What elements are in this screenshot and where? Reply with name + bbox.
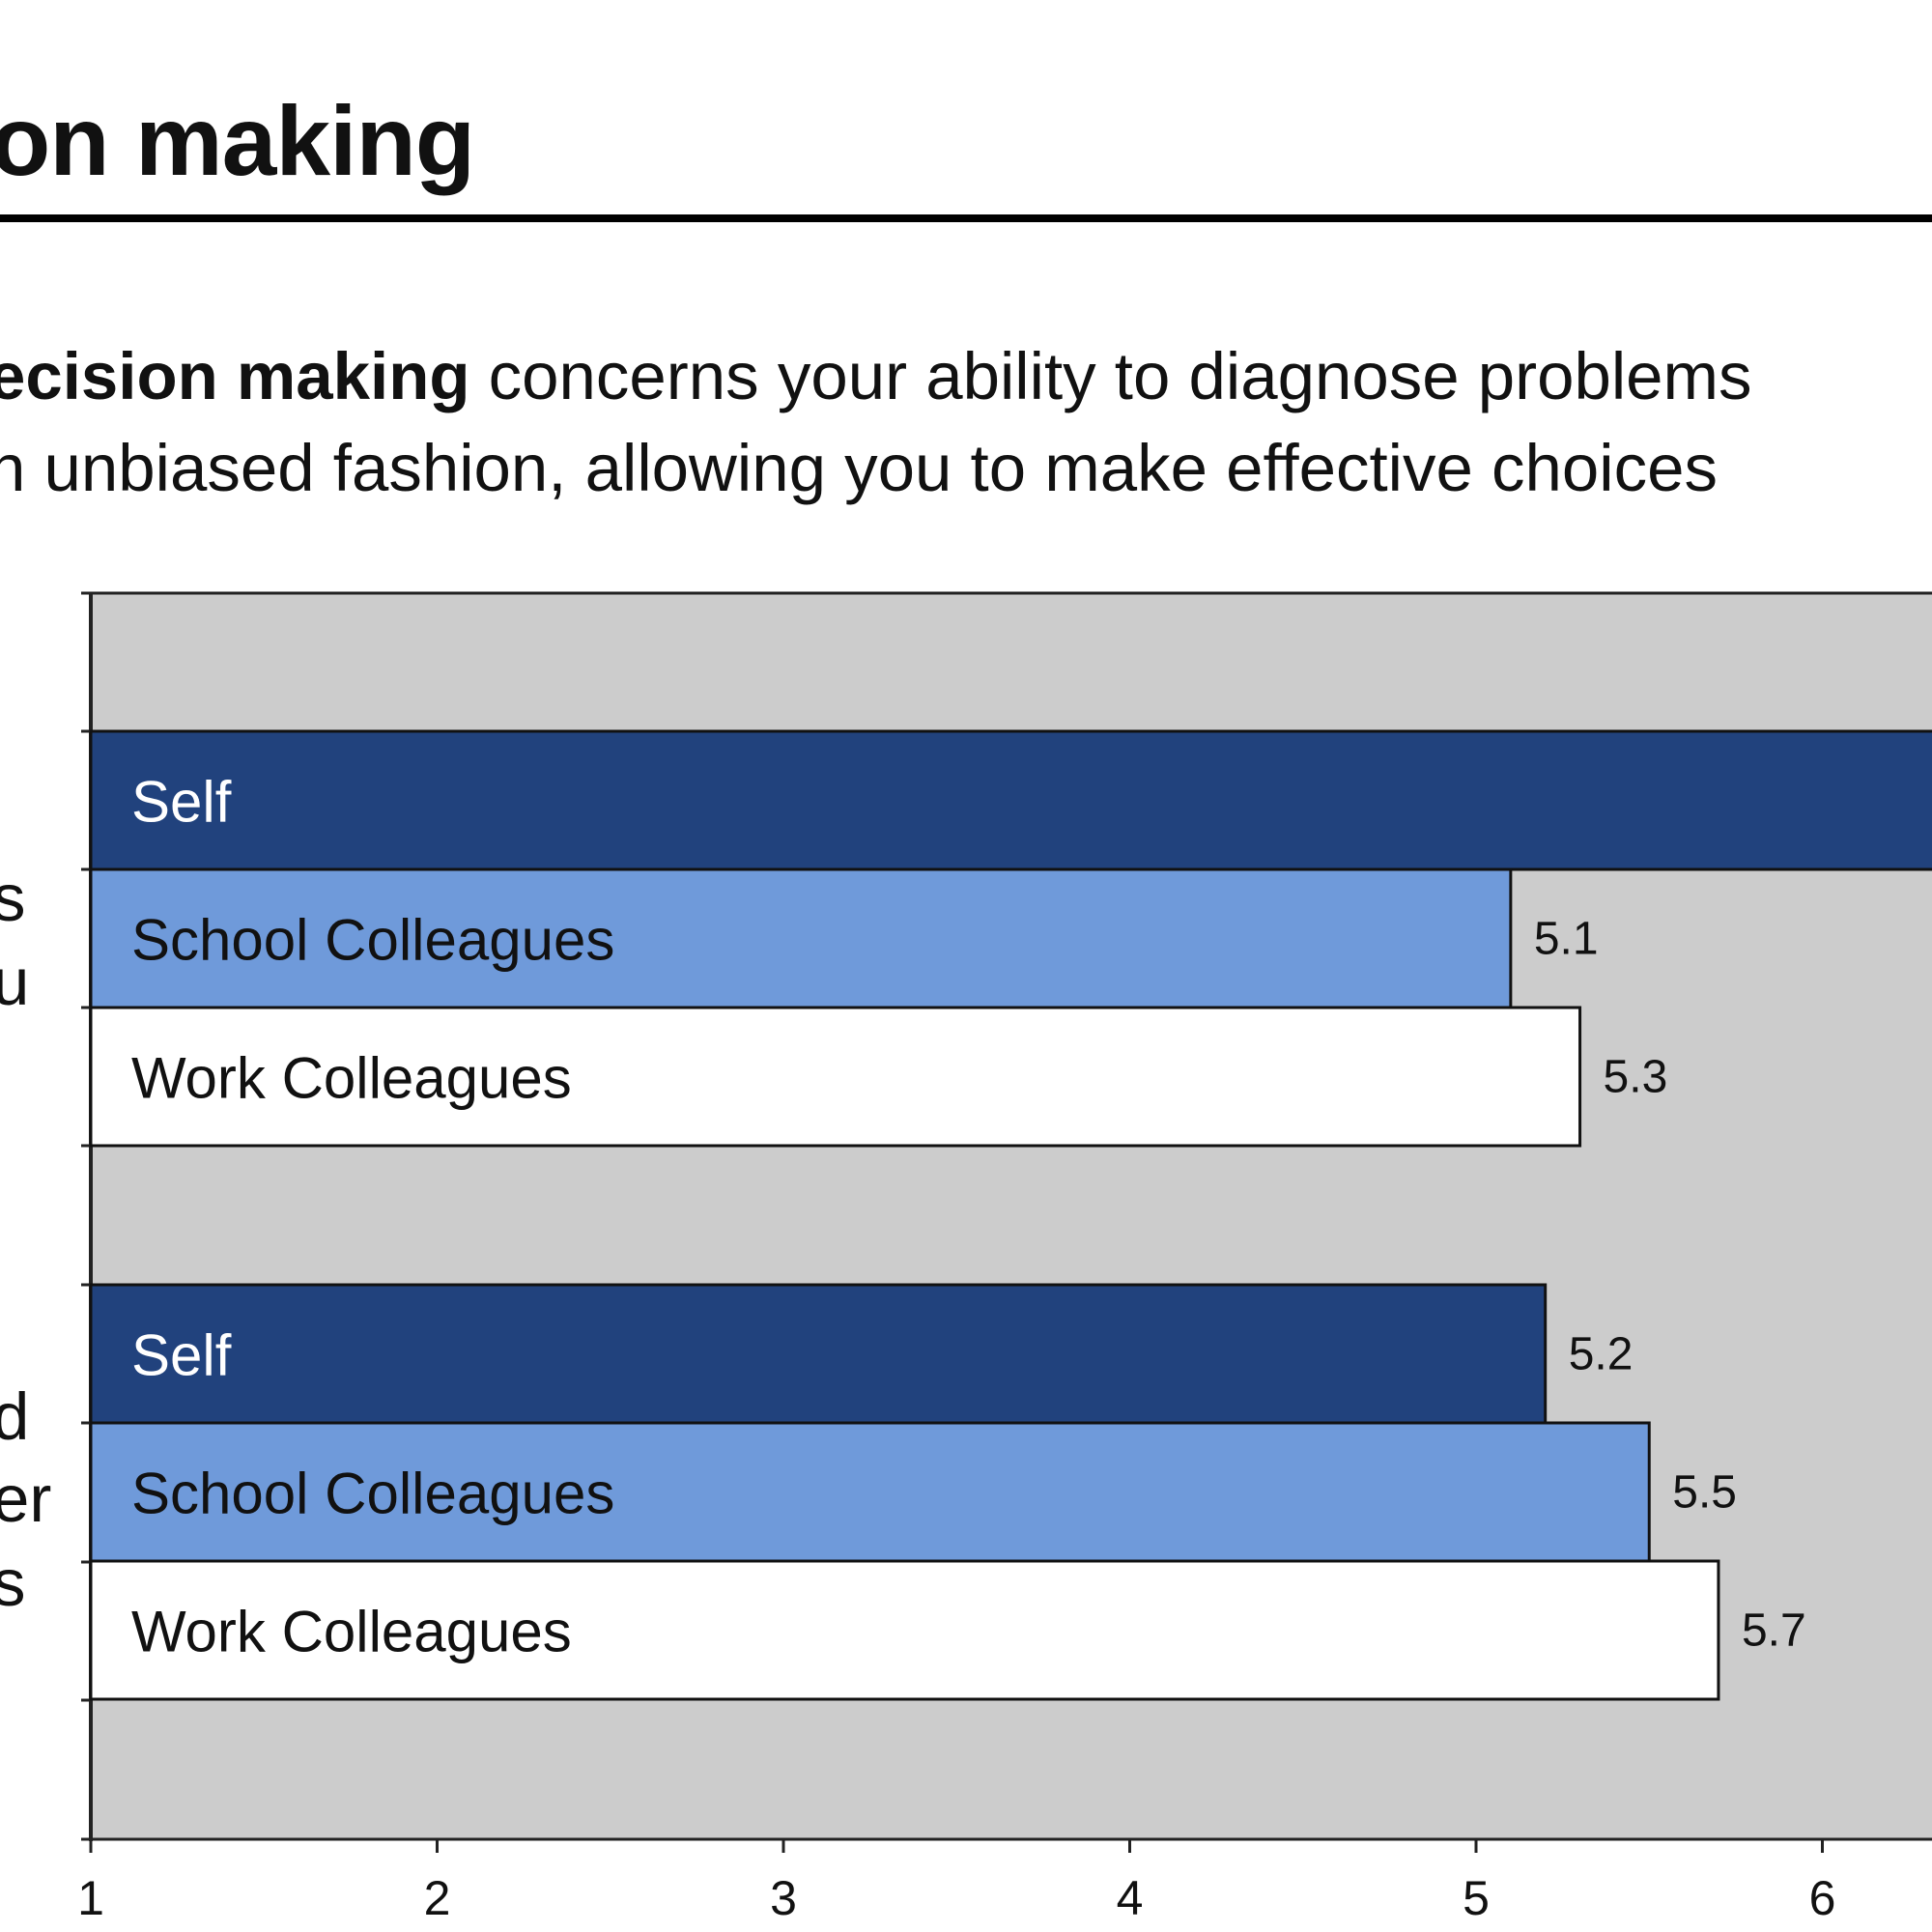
bar-value-label: 5.3 [1604,1052,1668,1103]
bar-value-label: 5.7 [1742,1605,1806,1657]
bar-value-label: 5.2 [1569,1329,1634,1380]
bar-value-label: 5.5 [1672,1467,1737,1519]
group-1-label-fragment-2: u [0,945,30,1019]
x-tick-label: 6 [1809,1871,1836,1925]
bar-series-label: Self [131,1323,232,1388]
description-line-1-text: concerns your ability to diagnose proble… [469,339,1752,413]
group-2-label-fragment-1: d [0,1379,30,1454]
bar-school-colleagues-group-1 [89,867,1513,1009]
bar-value-label: 5.1 [1534,914,1599,965]
bar-self-group-2 [89,1283,1548,1425]
page-title: on making [0,86,475,196]
description-line-2: n unbiased fashion, allowing you to make… [0,431,1718,505]
group-1-label-fragment-1: s [0,861,26,935]
description-bold-term: ecision making [0,339,470,413]
bar-series-label: School Colleagues [131,1462,614,1526]
title-divider [0,214,1932,222]
bar-series-label: Self [131,770,232,835]
bar-school-colleagues-group-2 [89,1421,1651,1563]
description-line-1: ecision making concerns your ability to … [0,343,1752,410]
bar-self-group-1 [89,729,1932,871]
group-2-label-fragment-3: s [0,1546,26,1620]
bar-series-label: School Colleagues [131,908,614,973]
bar-series-label: Work Colleagues [131,1600,572,1664]
bar-work-colleagues-group-1 [89,1006,1582,1148]
x-tick-label: 2 [424,1871,451,1925]
x-tick-label: 1 [77,1871,104,1925]
group-2-label-fragment-2: er [0,1462,52,1536]
bar-series-label: Work Colleagues [131,1046,572,1111]
x-tick-label: 4 [1117,1871,1144,1925]
bar-work-colleagues-group-2 [89,1559,1720,1701]
x-tick-label: 3 [770,1871,797,1925]
x-tick-label: 5 [1463,1871,1490,1925]
